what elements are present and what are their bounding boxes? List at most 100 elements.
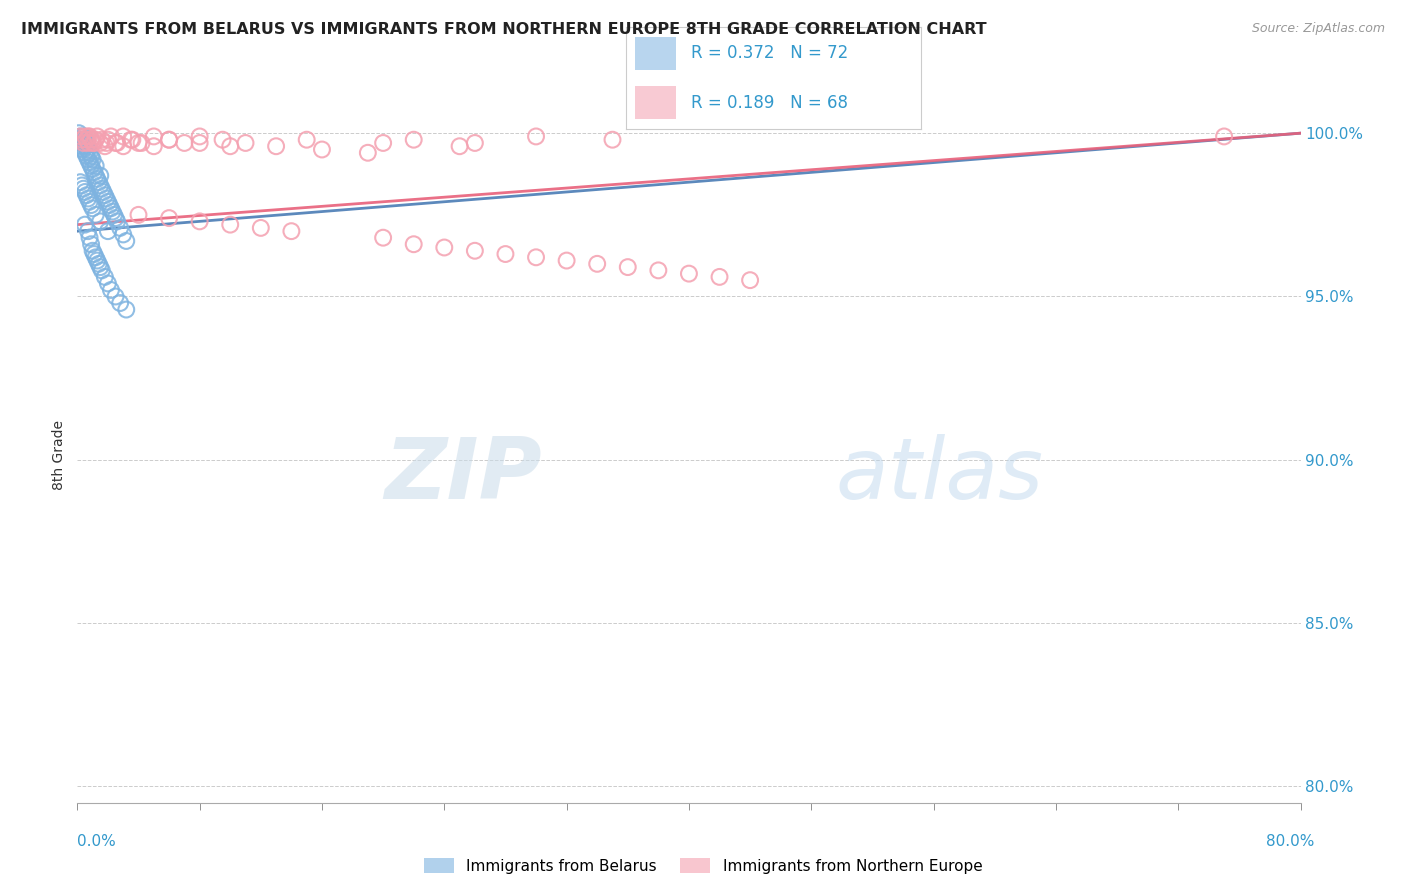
Text: Source: ZipAtlas.com: Source: ZipAtlas.com bbox=[1251, 22, 1385, 36]
Point bbox=[70, 178, 93, 193]
Point bbox=[524, 129, 547, 144]
Point bbox=[77, 129, 100, 144]
Point bbox=[142, 129, 165, 144]
Point bbox=[77, 136, 100, 150]
Point bbox=[82, 202, 104, 216]
Point bbox=[76, 149, 98, 163]
Point bbox=[69, 133, 91, 147]
Point bbox=[524, 250, 547, 264]
Text: atlas: atlas bbox=[835, 434, 1043, 517]
Point bbox=[219, 139, 242, 153]
Point bbox=[72, 143, 94, 157]
Point bbox=[97, 277, 120, 291]
Point bbox=[555, 253, 578, 268]
Point bbox=[89, 169, 111, 183]
Point bbox=[127, 208, 149, 222]
Point bbox=[188, 136, 211, 150]
Point bbox=[82, 136, 104, 150]
Point bbox=[77, 192, 100, 206]
Point bbox=[104, 289, 127, 303]
Point bbox=[79, 155, 101, 169]
Point bbox=[69, 129, 91, 144]
Point bbox=[97, 194, 120, 209]
Point bbox=[100, 202, 122, 216]
Text: 0.0%: 0.0% bbox=[77, 834, 117, 849]
Y-axis label: 8th Grade: 8th Grade bbox=[52, 420, 66, 490]
Point bbox=[69, 129, 91, 144]
Point bbox=[80, 133, 103, 147]
Point bbox=[108, 220, 131, 235]
Point bbox=[73, 129, 96, 144]
Point bbox=[70, 133, 93, 147]
Point bbox=[89, 214, 111, 228]
Bar bbox=[634, 87, 676, 119]
Point bbox=[73, 139, 96, 153]
Point bbox=[402, 237, 425, 252]
Point bbox=[70, 133, 93, 147]
Point bbox=[96, 192, 118, 206]
Point bbox=[142, 139, 165, 153]
Point bbox=[67, 126, 90, 140]
Point bbox=[188, 129, 211, 144]
Bar bbox=[634, 37, 676, 70]
Point bbox=[80, 237, 103, 252]
Point bbox=[115, 234, 138, 248]
Point bbox=[82, 153, 104, 167]
Point bbox=[86, 253, 108, 268]
Point bbox=[295, 133, 318, 147]
Point bbox=[371, 136, 394, 150]
Point bbox=[72, 129, 94, 144]
Point bbox=[96, 136, 118, 150]
Point bbox=[73, 145, 96, 160]
Point bbox=[235, 136, 257, 150]
Text: R = 0.372   N = 72: R = 0.372 N = 72 bbox=[690, 45, 848, 62]
Point bbox=[464, 244, 486, 258]
Point bbox=[112, 139, 135, 153]
Point bbox=[371, 230, 394, 244]
Point bbox=[72, 182, 94, 196]
Point bbox=[84, 250, 107, 264]
Text: IMMIGRANTS FROM BELARUS VS IMMIGRANTS FROM NORTHERN EUROPE 8TH GRADE CORRELATION: IMMIGRANTS FROM BELARUS VS IMMIGRANTS FR… bbox=[21, 22, 987, 37]
Point bbox=[84, 159, 107, 173]
Point bbox=[157, 133, 180, 147]
Point bbox=[76, 188, 98, 202]
Point bbox=[264, 139, 287, 153]
Point bbox=[83, 165, 105, 179]
Point bbox=[72, 136, 94, 150]
Text: R = 0.189   N = 68: R = 0.189 N = 68 bbox=[690, 94, 848, 112]
Point bbox=[97, 224, 120, 238]
Text: ZIP: ZIP bbox=[384, 434, 543, 517]
Point bbox=[87, 257, 110, 271]
Point bbox=[709, 269, 731, 284]
Point bbox=[69, 175, 91, 189]
Point bbox=[87, 175, 110, 189]
Point bbox=[101, 204, 124, 219]
Point bbox=[120, 133, 142, 147]
Legend: Immigrants from Belarus, Immigrants from Northern Europe: Immigrants from Belarus, Immigrants from… bbox=[418, 852, 988, 880]
Point bbox=[73, 133, 96, 147]
Point bbox=[115, 302, 138, 317]
Point bbox=[105, 136, 128, 150]
Point bbox=[82, 244, 104, 258]
Point bbox=[94, 269, 117, 284]
Point bbox=[127, 136, 149, 150]
Point bbox=[80, 198, 103, 212]
Point bbox=[86, 129, 108, 144]
Point bbox=[79, 230, 101, 244]
Point bbox=[80, 159, 103, 173]
Point bbox=[280, 224, 302, 238]
Point bbox=[740, 273, 762, 287]
Point bbox=[84, 208, 107, 222]
Point bbox=[357, 145, 380, 160]
Point bbox=[586, 257, 609, 271]
Point bbox=[112, 227, 135, 242]
Point bbox=[70, 136, 93, 150]
Point bbox=[157, 211, 180, 226]
Point bbox=[79, 194, 101, 209]
Point bbox=[112, 129, 135, 144]
Point bbox=[617, 260, 640, 274]
Point bbox=[402, 133, 425, 147]
Text: 80.0%: 80.0% bbox=[1267, 834, 1315, 849]
Point bbox=[219, 218, 242, 232]
Point bbox=[89, 136, 111, 150]
